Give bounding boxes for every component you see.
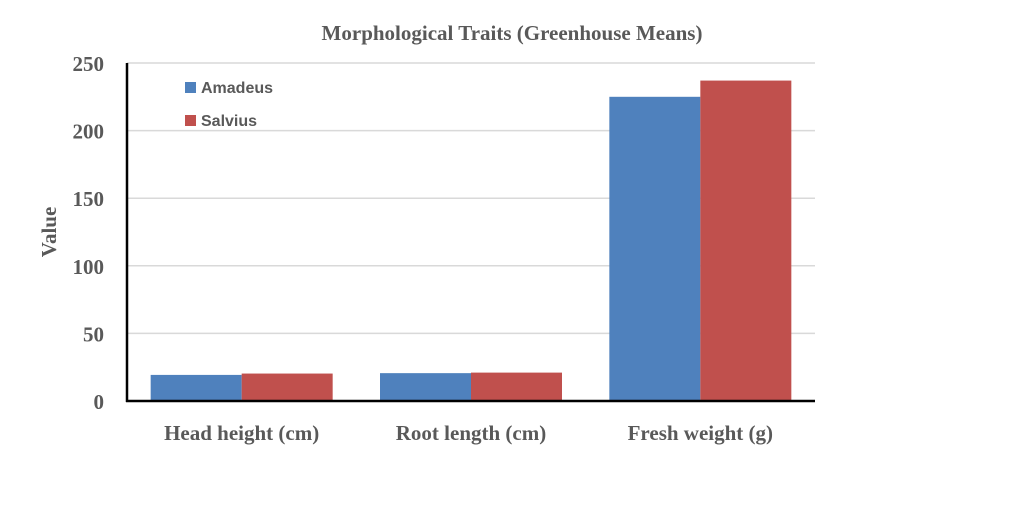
x-tick-label: Root length (cm) [396, 421, 546, 445]
y-axis-label: Value [37, 207, 61, 258]
legend-label: Amadeus [201, 80, 273, 97]
legend-swatch [185, 115, 196, 126]
x-tick-label: Fresh weight (g) [628, 421, 773, 445]
legend-label: Salvius [201, 113, 257, 130]
bar-amadeus [380, 373, 471, 401]
legend-swatch [185, 82, 196, 93]
bar-amadeus [609, 96, 701, 402]
y-tick-label: 100 [73, 255, 105, 279]
bar-salvius [471, 372, 562, 401]
bar-salvius [241, 373, 333, 401]
y-tick-label: 250 [73, 52, 105, 76]
bar-salvius [700, 80, 792, 402]
y-tick-label: 50 [83, 322, 104, 346]
y-tick-label: 150 [73, 187, 105, 211]
y-tick-label: 200 [73, 120, 105, 144]
y-tick-label: 0 [94, 390, 105, 414]
x-tick-label: Head height (cm) [164, 421, 319, 445]
bar-amadeus [150, 374, 242, 401]
chart-title: Morphological Traits (Greenhouse Means) [322, 21, 703, 45]
